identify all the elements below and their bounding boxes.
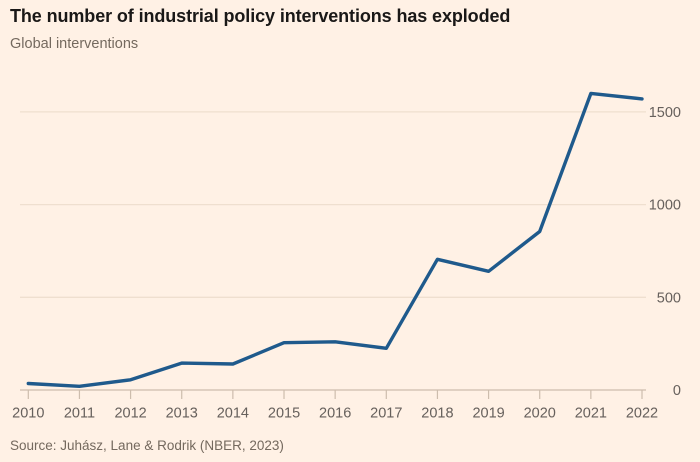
data-line — [26, 91, 644, 388]
x-tick-label: 2014 — [217, 406, 249, 422]
x-tick-label: 2019 — [472, 406, 504, 422]
source-note: Source: Juhász, Lane & Rodrik (NBER, 202… — [10, 438, 284, 453]
x-tick-label: 2010 — [12, 406, 44, 422]
x-tick-label: 2012 — [114, 406, 146, 422]
x-tick-label: 2011 — [64, 406, 95, 422]
x-tick-label: 2018 — [421, 406, 453, 422]
x-tick-label: 2016 — [319, 406, 351, 422]
x-tick-label: 2015 — [268, 406, 300, 422]
x-tick-label: 2013 — [166, 406, 198, 422]
x-tick-label: 2022 — [626, 406, 658, 422]
chart-subtitle: Global interventions — [10, 36, 139, 52]
y-tick-label: 1500 — [649, 105, 681, 121]
chart-title: The number of industrial policy interven… — [10, 6, 511, 26]
x-tick-label: 2020 — [524, 406, 556, 422]
x-tick-label: 2021 — [575, 406, 607, 422]
y-tick-label: 1000 — [649, 198, 681, 214]
y-tick-label: 500 — [657, 290, 681, 306]
x-tick-label: 2017 — [370, 406, 402, 422]
y-tick-label: 0 — [673, 383, 681, 399]
